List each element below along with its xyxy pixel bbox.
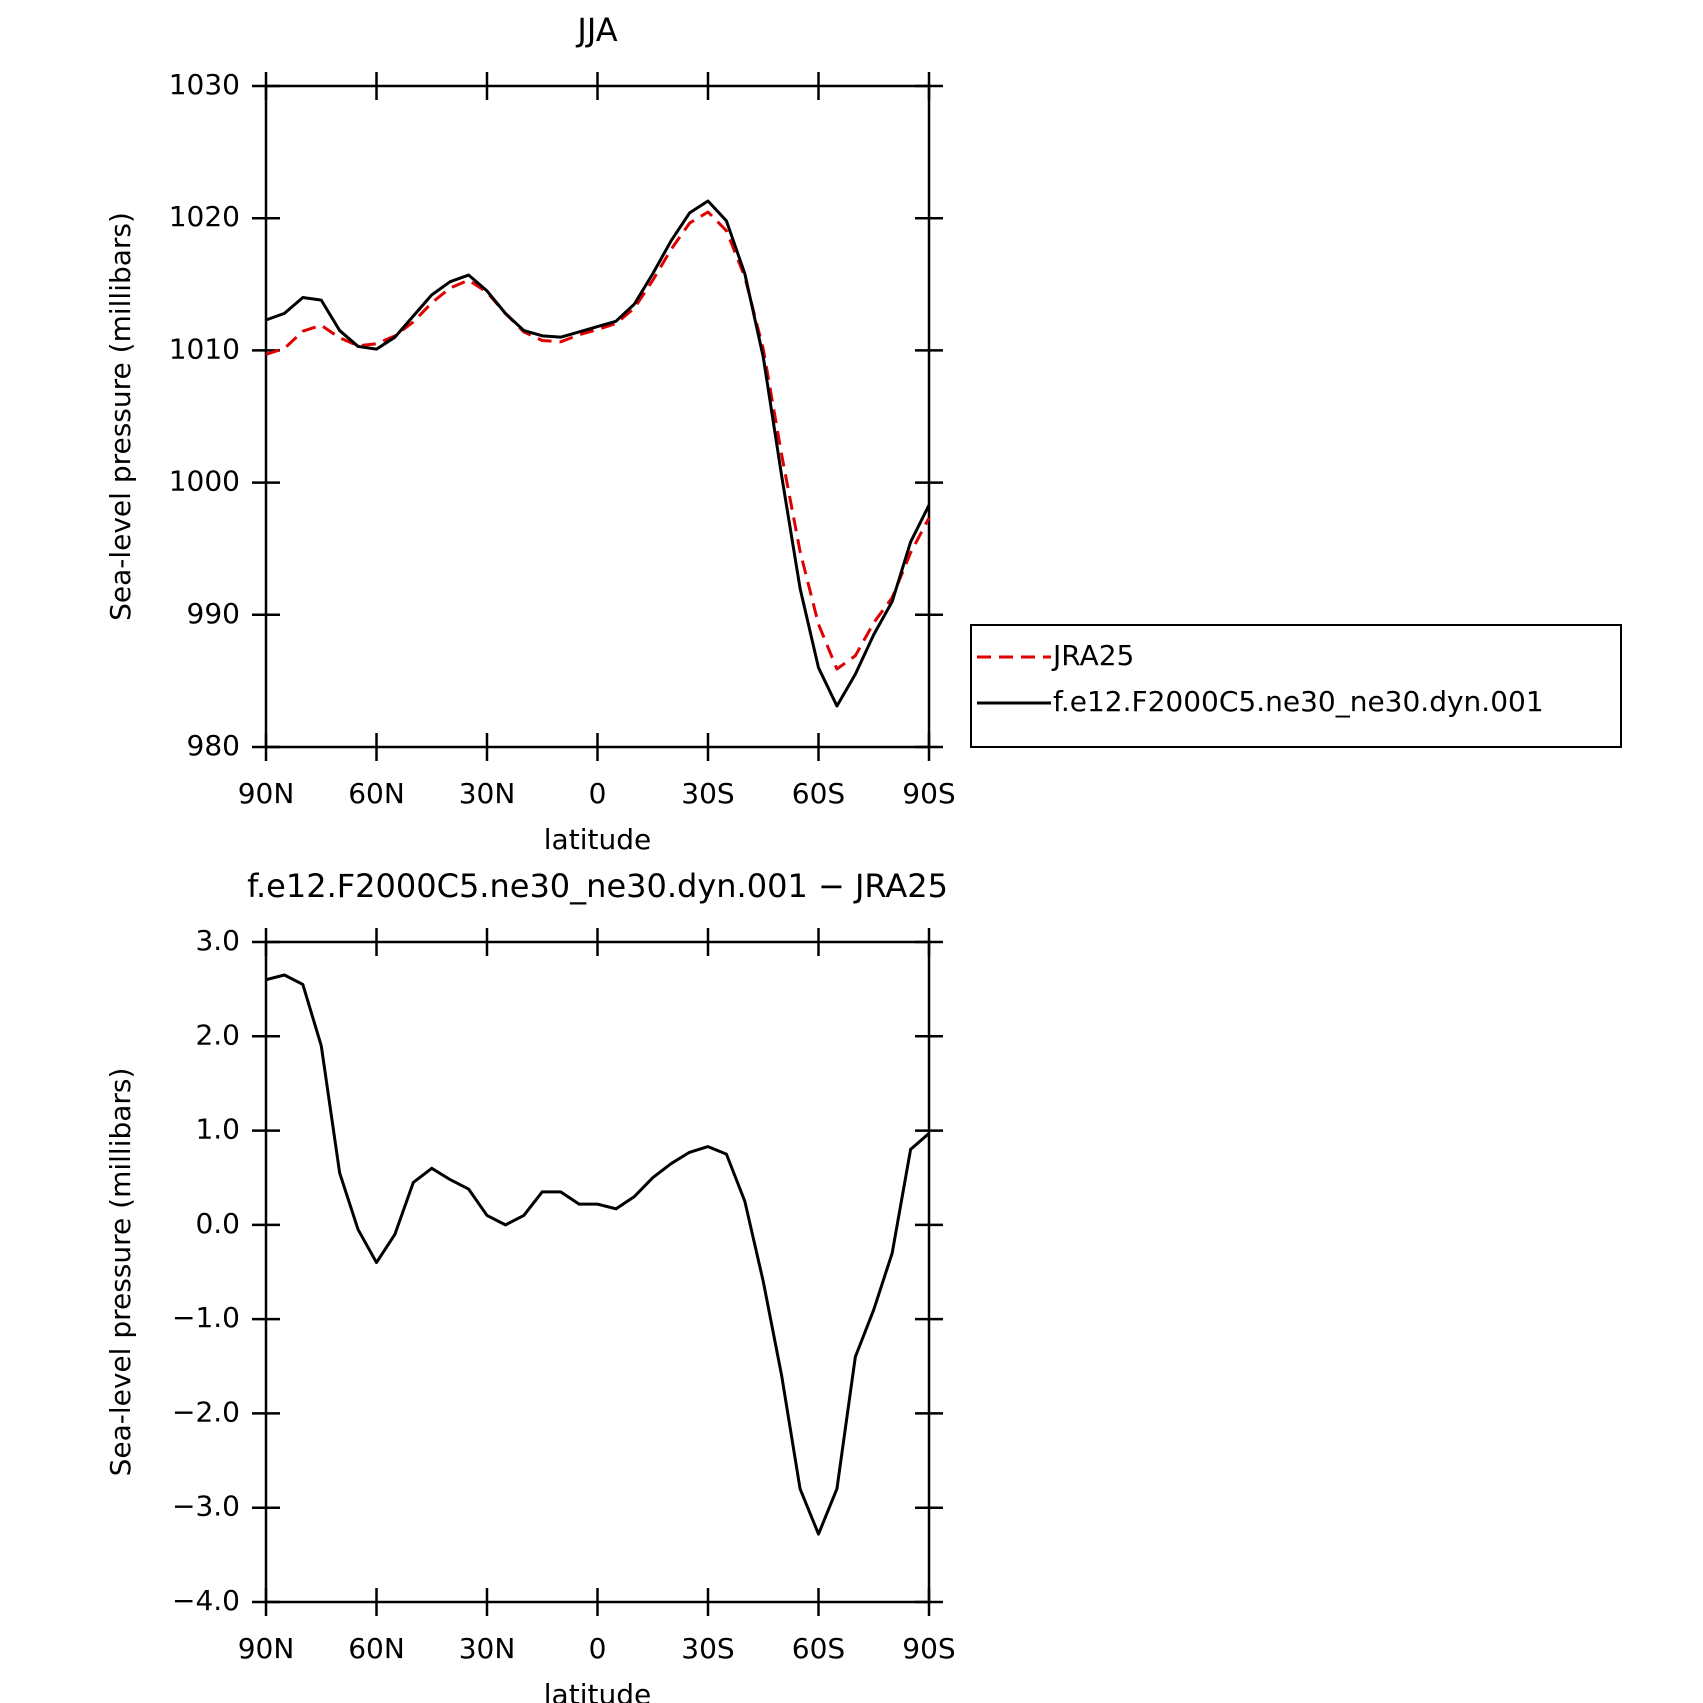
legend-label: JRA25 bbox=[1051, 639, 1134, 672]
data-line bbox=[265, 199, 931, 708]
data-line bbox=[265, 973, 930, 1536]
x-tick-label: 30S bbox=[681, 777, 734, 810]
chart-title: JJA bbox=[575, 11, 617, 49]
y-tick-label: −4.0 bbox=[172, 1584, 240, 1617]
y-tick-label: 1000 bbox=[169, 465, 240, 498]
x-tick-label: 0 bbox=[589, 777, 607, 810]
x-axis-label: latitude bbox=[544, 823, 651, 856]
y-tick-label: 0.0 bbox=[195, 1207, 240, 1240]
y-tick-label: 3.0 bbox=[195, 924, 240, 957]
y-tick-label: 1010 bbox=[169, 332, 240, 365]
x-tick-label: 30N bbox=[459, 777, 516, 810]
x-tick-label: 60N bbox=[348, 777, 405, 810]
y-axis-label: Sea-level pressure (millibars) bbox=[104, 1068, 137, 1477]
y-axis-label: Sea-level pressure (millibars) bbox=[104, 212, 137, 621]
data-line bbox=[265, 210, 931, 671]
x-tick-label: 60N bbox=[348, 1632, 405, 1665]
x-tick-label: 90S bbox=[902, 1632, 955, 1665]
x-tick-label: 60S bbox=[792, 777, 845, 810]
y-tick-label: 1.0 bbox=[195, 1113, 240, 1146]
y-tick-label: 990 bbox=[187, 597, 240, 630]
x-tick-label: 30S bbox=[681, 1632, 734, 1665]
x-tick-label: 0 bbox=[589, 1632, 607, 1665]
legend-box bbox=[970, 624, 1622, 748]
y-tick-label: −2.0 bbox=[172, 1395, 240, 1428]
x-axis-label: latitude bbox=[544, 1678, 651, 1703]
y-tick-label: −3.0 bbox=[172, 1490, 240, 1523]
x-tick-label: 90N bbox=[238, 1632, 295, 1665]
y-tick-label: 980 bbox=[187, 729, 240, 762]
y-tick-label: 1030 bbox=[169, 68, 240, 101]
x-tick-label: 90S bbox=[902, 777, 955, 810]
plot-frame bbox=[264, 940, 931, 1604]
y-tick-label: −1.0 bbox=[172, 1301, 240, 1334]
legend-label: f.e12.F2000C5.ne30_ne30.dyn.001 bbox=[1053, 685, 1544, 718]
x-tick-label: 90N bbox=[238, 777, 295, 810]
y-tick-label: 1020 bbox=[169, 200, 240, 233]
chart-title: f.e12.F2000C5.ne30_ne30.dyn.001 − JRA25 bbox=[247, 867, 948, 905]
x-tick-label: 60S bbox=[792, 1632, 845, 1665]
plot-frame bbox=[264, 84, 931, 749]
y-tick-label: 2.0 bbox=[195, 1018, 240, 1051]
x-tick-label: 30N bbox=[459, 1632, 516, 1665]
